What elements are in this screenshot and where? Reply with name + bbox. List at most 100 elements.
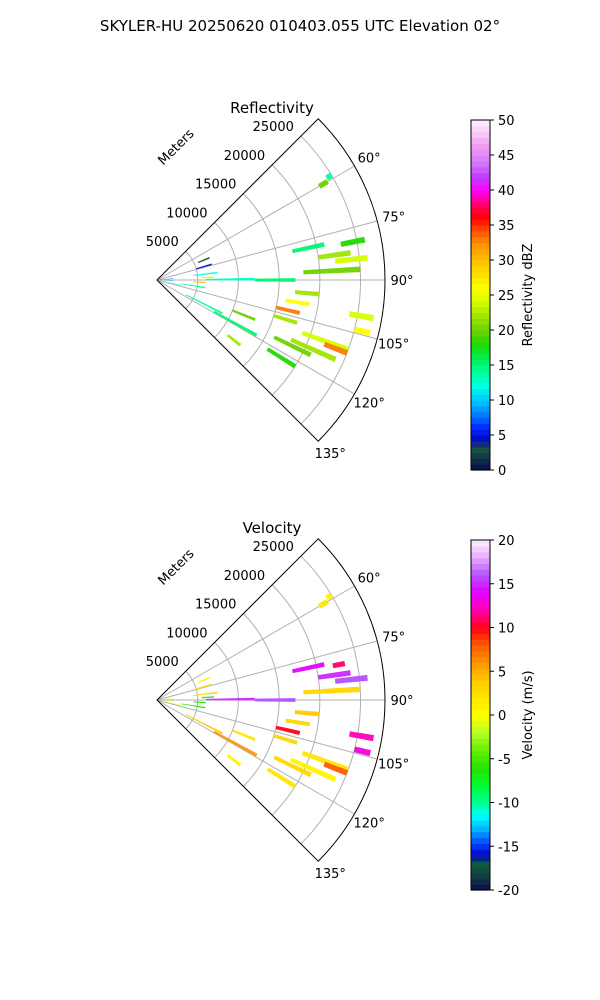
- echo-gate: [160, 280, 181, 286]
- colorbar-swatch: [471, 201, 490, 209]
- colorbar-swatch: [471, 691, 490, 699]
- echo-gate: [266, 347, 297, 369]
- echo-gate: [294, 710, 320, 717]
- colorbar-swatch: [471, 557, 490, 564]
- colorbar-swatch: [471, 429, 490, 436]
- colorbar-swatch: [471, 370, 490, 378]
- sector-outline: [156, 538, 386, 862]
- echo-gate: [353, 326, 372, 337]
- colorbar-swatch: [471, 120, 490, 127]
- colorbar-swatch: [471, 709, 490, 716]
- colorbar-swatch: [471, 878, 490, 885]
- colorbar-swatch: [471, 195, 490, 203]
- colorbar-swatch: [471, 347, 490, 354]
- azimuth-tick-label: 60°: [358, 572, 381, 587]
- colorbar-tick-label: 0: [498, 709, 506, 724]
- echo-gate: [195, 683, 213, 690]
- echo-gate: [294, 290, 320, 297]
- figure-title: SKYLER-HU 20250620 010403.055 UTC Elevat…: [100, 17, 500, 35]
- colorbar-swatch: [471, 137, 490, 144]
- echo-gate: [232, 309, 256, 322]
- colorbar-swatch: [471, 814, 490, 821]
- colorbar-tick-label: 40: [498, 184, 515, 199]
- range-tick-label: 25000: [253, 540, 294, 555]
- colorbar-swatch: [471, 738, 490, 745]
- colorbar-swatch: [471, 254, 490, 261]
- colorbar-swatch: [471, 271, 490, 279]
- echo-gate: [273, 314, 298, 325]
- colorbar-swatch: [471, 365, 490, 372]
- colorbar-swatch: [471, 645, 490, 652]
- echo-gate: [323, 341, 349, 356]
- panel-title: Reflectivity: [230, 99, 314, 117]
- colorbar-swatch: [471, 230, 490, 238]
- colorbar-swatch: [471, 405, 490, 413]
- colorbar-swatch: [471, 761, 490, 769]
- echo-gate: [317, 670, 351, 680]
- azimuth-gridline: [156, 640, 378, 701]
- range-tick-label: 10000: [166, 206, 207, 221]
- colorbar-swatch: [471, 335, 490, 343]
- colorbar-swatch: [471, 639, 490, 646]
- colorbar-swatch: [471, 155, 490, 162]
- azimuth-tick-label: 90°: [390, 694, 413, 709]
- colorbar-swatch: [471, 225, 490, 232]
- echo-gate: [325, 592, 333, 601]
- azimuth-tick-label: 60°: [358, 152, 381, 167]
- colorbar-swatch: [471, 382, 490, 389]
- colorbar-swatch: [471, 260, 490, 267]
- azimuth-gridline: [156, 220, 378, 281]
- echo-gate: [185, 714, 223, 735]
- colorbar-swatch: [471, 324, 490, 331]
- echo-gate: [303, 266, 361, 275]
- range-tick-label: 20000: [224, 149, 265, 164]
- colorbar-tick-label: 10: [498, 622, 515, 637]
- echo-gate: [275, 305, 301, 315]
- echo-gate: [181, 283, 206, 289]
- colorbar-swatch: [471, 277, 490, 284]
- colorbar-swatch: [471, 184, 490, 191]
- echo-gate: [159, 700, 174, 702]
- echo-gate: [193, 271, 218, 277]
- colorbar-swatch: [471, 341, 490, 349]
- echo-gate: [159, 280, 174, 282]
- echo-gate: [340, 236, 366, 247]
- colorbar-tick-label: -5: [498, 753, 511, 768]
- colorbar-swatch: [471, 452, 490, 459]
- colorbar-swatch: [471, 866, 490, 874]
- colorbar-swatch: [471, 125, 490, 133]
- colorbar-swatch: [471, 627, 490, 634]
- echo-gate: [325, 172, 333, 181]
- echo-gate: [197, 256, 210, 264]
- colorbar-swatch: [471, 400, 490, 407]
- echo-gate: [273, 734, 298, 745]
- colorbar-swatch: [471, 785, 490, 792]
- azimuth-gridline: [156, 279, 378, 340]
- colorbar-swatch: [471, 440, 490, 448]
- colorbar-swatch: [471, 563, 490, 570]
- colorbar-swatch: [471, 697, 490, 704]
- colorbar-swatch: [471, 289, 490, 296]
- colorbar-swatch: [471, 265, 490, 273]
- colorbar-tick-label: 20: [498, 534, 515, 549]
- colorbar-swatch: [471, 458, 490, 465]
- echo-gate: [254, 698, 296, 702]
- range-tick-label: 15000: [195, 178, 236, 193]
- colorbar-swatch: [471, 685, 490, 693]
- colorbar-swatch: [471, 551, 490, 559]
- azimuth-tick-label: 75°: [382, 631, 405, 646]
- colorbar-label: Reflectivity dBZ: [521, 244, 536, 347]
- echo-gate: [317, 250, 351, 260]
- range-tick-label: 5000: [146, 655, 179, 670]
- colorbar-tick-label: 0: [498, 464, 506, 479]
- azimuth-tick-label: 120°: [354, 817, 385, 832]
- azimuth-tick-label: 135°: [315, 867, 346, 882]
- colorbar-swatch: [471, 178, 490, 185]
- colorbar-swatch: [471, 755, 490, 763]
- echo-gate: [323, 761, 349, 776]
- colorbar-swatch: [471, 744, 490, 751]
- echo-gate: [197, 676, 210, 684]
- colorbar-swatch: [471, 569, 490, 576]
- colorbar-tick-label: 5: [498, 429, 506, 444]
- colorbar-tick-label: 45: [498, 149, 515, 164]
